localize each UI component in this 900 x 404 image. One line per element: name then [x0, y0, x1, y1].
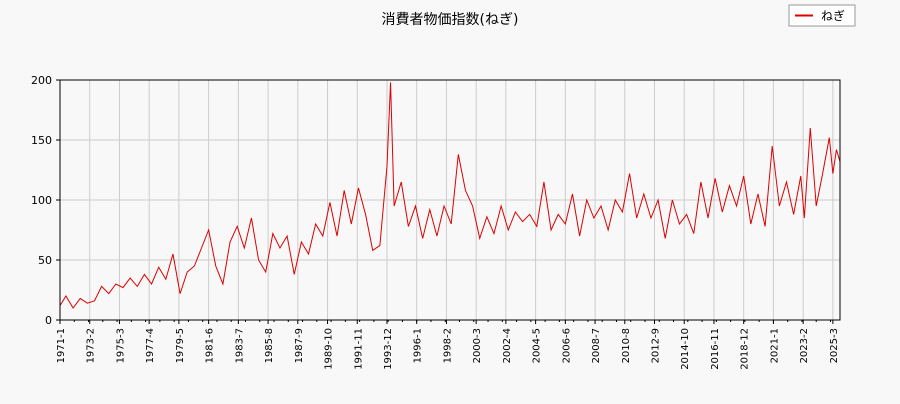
x-tick-label: 2025-3 — [829, 328, 840, 363]
x-tick-label: 2018-12 — [740, 328, 751, 370]
x-tick-label: 2016-11 — [710, 328, 721, 370]
y-tick-label: 50 — [38, 254, 52, 267]
y-tick-label: 150 — [31, 134, 52, 147]
x-tick-label: 1977-4 — [145, 328, 156, 363]
legend: ねぎ — [788, 4, 856, 27]
x-tick-label: 1996-1 — [413, 328, 424, 363]
x-axis: 1971-1 1973-2 1975-3 1977-4 1979-5 1981-6 1983… — [56, 320, 840, 370]
x-tick-label: 2002-4 — [502, 328, 513, 363]
y-tick-label: 200 — [31, 74, 52, 87]
x-tick-label: 2014-10 — [680, 328, 691, 370]
x-tick-label: 1993-12 — [383, 328, 394, 370]
y-axis: 0 50 100 150 200 — [31, 74, 60, 327]
chart-title: 消費者物価指数(ねぎ) — [382, 12, 519, 28]
x-tick-label: 1989-10 — [324, 328, 335, 370]
x-tick-label: 2008-7 — [591, 328, 602, 363]
series-line — [59, 82, 841, 309]
legend-label: ねぎ — [821, 9, 845, 23]
x-tick-label: 1987-9 — [294, 328, 305, 363]
x-tick-label: 1981-6 — [205, 328, 216, 363]
x-tick-label: 1985-8 — [264, 328, 275, 363]
x-tick-label: 2010-8 — [621, 328, 632, 363]
x-tick-label: 1998-2 — [442, 328, 453, 363]
y-tick-label: 0 — [45, 314, 52, 327]
x-tick-label: 1983-7 — [234, 328, 245, 363]
x-tick-label: 2021-1 — [769, 328, 780, 363]
x-tick-label: 1979-5 — [175, 328, 186, 363]
x-tick-label: 1975-3 — [115, 328, 126, 363]
legend-box — [788, 4, 856, 27]
x-tick-label: 2004-5 — [532, 328, 543, 363]
y-tick-label: 100 — [31, 194, 52, 207]
x-tick-label: 2012-9 — [651, 328, 662, 363]
series-layer — [59, 82, 841, 309]
x-tick-label: 2006-6 — [561, 328, 572, 363]
x-tick-label: 1971-1 — [56, 328, 67, 363]
x-tick-label: 2000-3 — [472, 328, 483, 363]
x-tick-label: 1973-2 — [86, 328, 97, 363]
grid — [60, 80, 840, 320]
x-tick-label: 1991-11 — [353, 328, 364, 370]
x-tick-label: 2023-2 — [799, 328, 810, 363]
